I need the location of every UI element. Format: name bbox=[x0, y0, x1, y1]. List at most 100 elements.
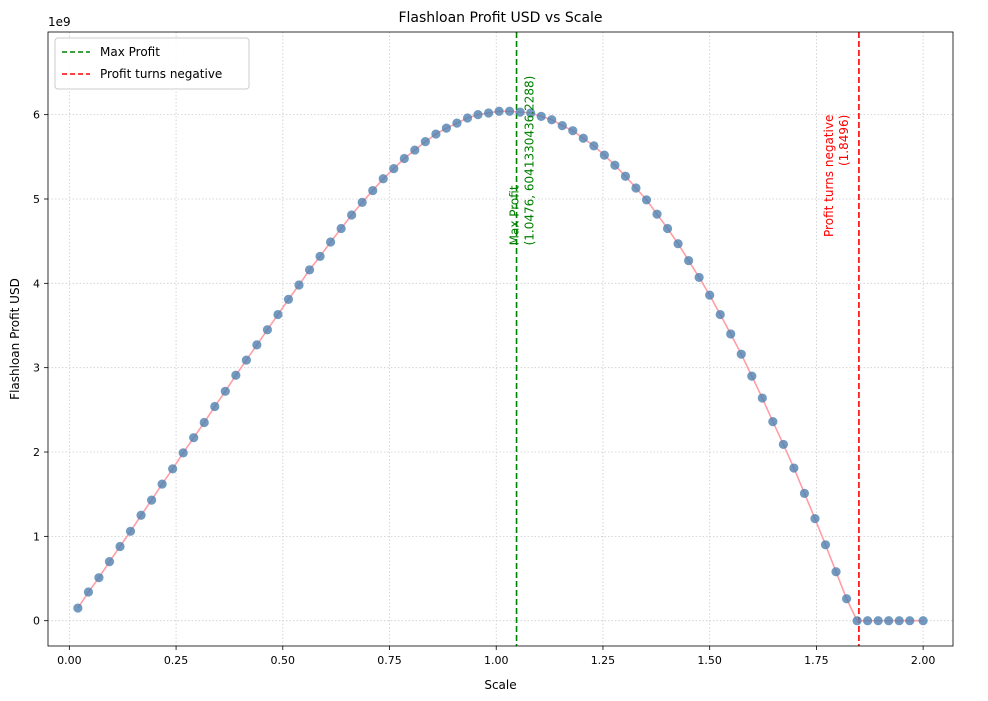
grid bbox=[48, 32, 953, 646]
data-point bbox=[483, 108, 494, 118]
data-point bbox=[589, 141, 599, 151]
data-point bbox=[918, 616, 928, 626]
data-point bbox=[368, 185, 378, 196]
data-point bbox=[641, 195, 652, 205]
data-point bbox=[884, 616, 894, 626]
data-point bbox=[757, 393, 767, 403]
data-point bbox=[578, 133, 588, 143]
data-point bbox=[210, 401, 220, 412]
data-point bbox=[515, 107, 525, 117]
data-point bbox=[557, 121, 567, 131]
data-point bbox=[747, 371, 757, 381]
y-axis-label: Flashloan Profit USD bbox=[8, 278, 22, 400]
reference-annotation: Max Profit(1.0476, 6041330436.2288) bbox=[508, 76, 537, 246]
data-point bbox=[841, 594, 852, 604]
data-point bbox=[357, 197, 367, 207]
data-point bbox=[283, 294, 294, 304]
data-point bbox=[599, 150, 609, 160]
data-point bbox=[852, 616, 862, 626]
data-point bbox=[726, 329, 736, 339]
data-point bbox=[452, 118, 462, 128]
legend-entry-profit-negative: Profit turns negative bbox=[100, 67, 222, 81]
y-tick-label: 2 bbox=[33, 446, 40, 459]
data-point bbox=[662, 223, 673, 234]
data-point bbox=[504, 106, 515, 116]
data-point bbox=[315, 251, 325, 261]
data-point bbox=[83, 587, 94, 597]
data-point bbox=[147, 495, 157, 505]
data-point bbox=[894, 616, 904, 626]
data-point bbox=[336, 223, 346, 234]
data-point bbox=[94, 573, 104, 583]
x-tick-label: 1.75 bbox=[804, 654, 829, 667]
data-point bbox=[473, 110, 483, 120]
x-tick-label: 2.00 bbox=[911, 654, 936, 667]
x-tick-label: 0.75 bbox=[377, 654, 402, 667]
x-tick-label: 0.00 bbox=[57, 654, 82, 667]
data-point bbox=[568, 126, 578, 136]
data-point bbox=[252, 340, 262, 350]
data-point bbox=[715, 309, 725, 320]
annotations: Max Profit(1.0476, 6041330436.2288) Profi… bbox=[508, 76, 851, 246]
data-points bbox=[73, 106, 928, 626]
data-point bbox=[694, 272, 704, 283]
data-point bbox=[684, 255, 694, 266]
data-point bbox=[168, 464, 178, 474]
y-offset-label: 1e9 bbox=[48, 15, 71, 29]
data-point bbox=[115, 541, 125, 552]
legend-entry-max-profit: Max Profit bbox=[100, 45, 160, 59]
data-point bbox=[620, 171, 631, 181]
data-point bbox=[736, 349, 746, 359]
x-tick-label: 1.50 bbox=[697, 654, 722, 667]
data-point bbox=[378, 174, 388, 184]
data-point bbox=[294, 280, 304, 290]
data-point bbox=[441, 123, 452, 133]
data-point bbox=[863, 616, 873, 626]
data-point bbox=[136, 510, 146, 520]
data-point bbox=[799, 488, 810, 498]
data-point bbox=[325, 237, 336, 247]
y-tick-label: 6 bbox=[33, 109, 40, 122]
data-point bbox=[262, 325, 273, 335]
x-tick-label: 1.25 bbox=[591, 654, 616, 667]
reference-lines bbox=[515, 32, 860, 646]
data-point bbox=[410, 145, 420, 155]
data-point bbox=[673, 239, 683, 249]
data-point bbox=[494, 106, 504, 116]
data-point bbox=[104, 557, 115, 567]
data-point bbox=[820, 540, 831, 550]
data-point bbox=[905, 616, 915, 626]
data-point bbox=[789, 463, 799, 473]
x-tick-label: 1.00 bbox=[484, 654, 509, 667]
data-point bbox=[273, 309, 283, 320]
data-point bbox=[304, 265, 315, 275]
data-point bbox=[231, 370, 241, 380]
data-point bbox=[652, 209, 662, 219]
data-point bbox=[547, 115, 557, 125]
y-tick-label: 5 bbox=[33, 193, 40, 206]
data-point bbox=[810, 514, 820, 524]
data-point bbox=[347, 210, 357, 220]
series-line-path bbox=[77, 110, 924, 622]
data-point bbox=[157, 479, 167, 489]
x-tick-label: 0.25 bbox=[164, 654, 189, 667]
data-point bbox=[189, 433, 199, 443]
data-point bbox=[199, 417, 209, 428]
plot-frame bbox=[47, 31, 954, 647]
legend-box bbox=[54, 37, 250, 90]
data-point bbox=[778, 439, 788, 450]
data-point bbox=[526, 108, 536, 118]
data-point bbox=[536, 111, 546, 121]
data-point bbox=[768, 417, 778, 427]
series-line bbox=[77, 110, 924, 622]
legend: Max Profit Profit turns negative bbox=[54, 37, 250, 90]
y-tick-label: 0 bbox=[33, 615, 40, 628]
chart-title: Flashloan Profit USD vs Scale bbox=[398, 10, 602, 26]
axis-ticks: 0.00 0.25 0.50 0.75 1.00 1.25 1.50 1.75 2.00 0 1 2 3… bbox=[33, 109, 935, 667]
data-point bbox=[462, 113, 473, 123]
data-point bbox=[631, 183, 641, 193]
data-point bbox=[705, 290, 715, 300]
data-point bbox=[178, 448, 188, 458]
data-point bbox=[420, 137, 430, 147]
